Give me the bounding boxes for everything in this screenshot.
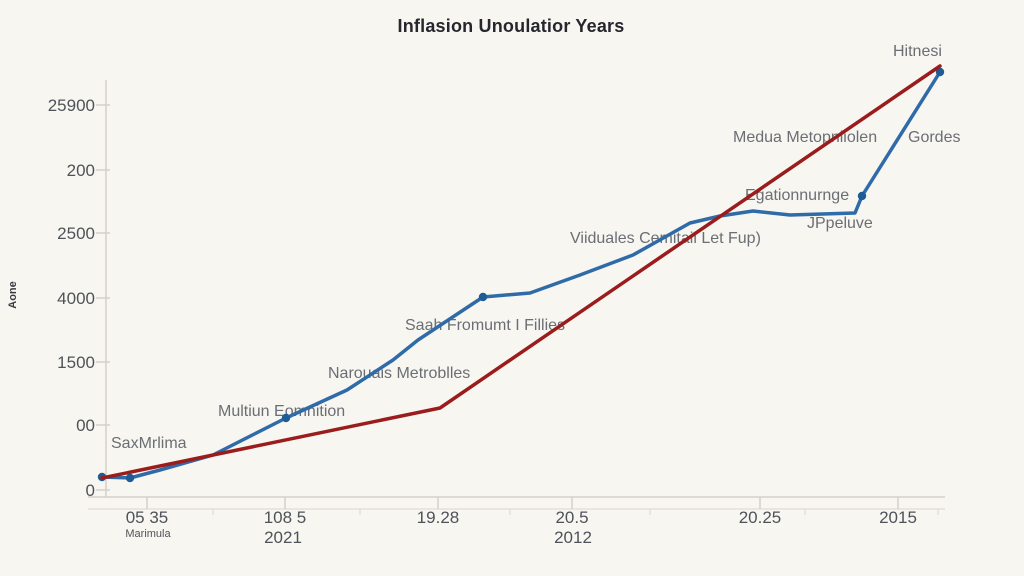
annotation-label: Multiun Eomnition — [218, 403, 345, 420]
annotation-label: JPpeluve — [807, 215, 873, 232]
x-tick-label: 19.28 — [417, 508, 460, 527]
x-sub-label: Marimula — [125, 528, 171, 540]
annotation-label: Hitnesi — [893, 43, 942, 60]
chart-title: Inflasion Unoulatior Years — [398, 16, 625, 36]
y-tick-label: 25900 — [48, 96, 95, 115]
y-tick-label: 2500 — [57, 224, 95, 243]
x-tick-label: 05 35 — [126, 508, 169, 527]
y-axis-title: Aone — [7, 281, 19, 309]
annotation-label: Medua Metopniiolen — [733, 129, 877, 146]
x-tick-label: 108 5 — [264, 508, 307, 527]
annotation-label: Narouais Metroblles — [328, 365, 470, 382]
x-tick-label: 20.25 — [739, 508, 782, 527]
blue-line-marker — [125, 473, 135, 483]
x-sub-label: 2021 — [264, 528, 302, 547]
blue-line-marker — [857, 191, 867, 201]
annotation-label: SaxMrlima — [111, 435, 187, 452]
y-tick-label: 0 — [86, 481, 95, 500]
annotation-label: Egationnurnge — [745, 187, 849, 204]
y-tick-label: 00 — [76, 416, 95, 435]
y-tick-label: 4000 — [57, 289, 95, 308]
blue-line-marker — [281, 413, 291, 423]
blue-line-marker — [935, 67, 945, 77]
y-tick-label: 1500 — [57, 353, 95, 372]
x-sub-label: 2012 — [554, 528, 592, 547]
annotation-label: Gordes — [908, 129, 960, 146]
blue-line-marker — [478, 292, 488, 302]
x-tick-label: 2015 — [879, 508, 917, 527]
y-tick-label: 200 — [67, 161, 95, 180]
x-tick-label: 20.5 — [555, 508, 588, 527]
red-line — [100, 64, 942, 480]
